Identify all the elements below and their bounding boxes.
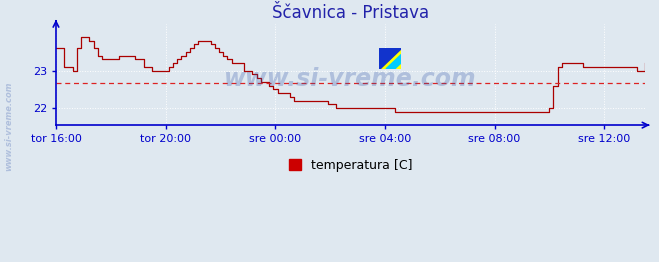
Title: Ščavnica - Pristava: Ščavnica - Pristava xyxy=(272,4,429,22)
Text: www.si-vreme.com: www.si-vreme.com xyxy=(4,81,13,171)
Polygon shape xyxy=(380,48,401,69)
Legend: temperatura [C]: temperatura [C] xyxy=(289,159,413,172)
Text: www.si-vreme.com: www.si-vreme.com xyxy=(224,68,477,91)
Polygon shape xyxy=(380,48,401,69)
Polygon shape xyxy=(386,54,401,69)
